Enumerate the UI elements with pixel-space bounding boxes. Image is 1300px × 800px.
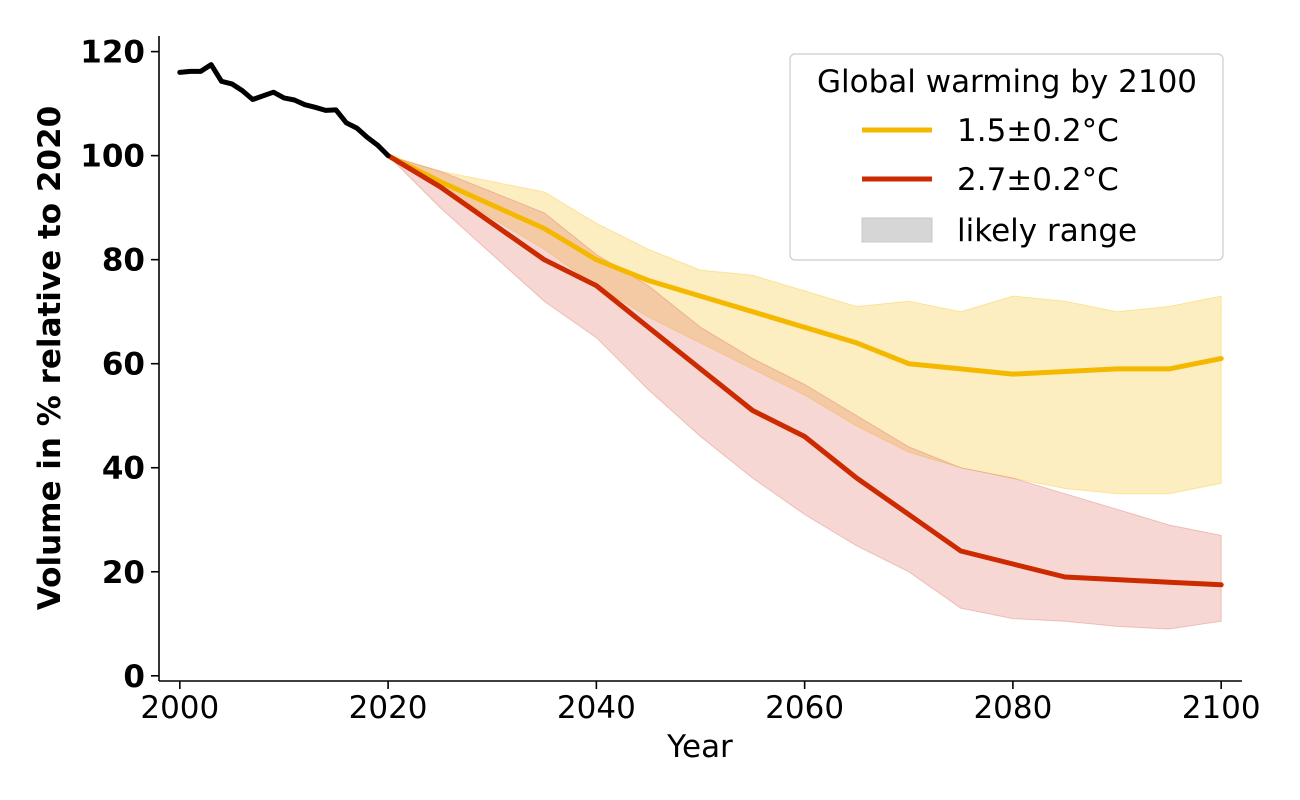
x-tick-label: 2100: [1182, 690, 1261, 726]
legend-label-1p5: 1.5±0.2°C: [957, 113, 1119, 149]
x-tick-label: 2080: [973, 690, 1052, 726]
legend-label-likely-range: likely range: [957, 213, 1137, 249]
series-lines: [177, 62, 1224, 588]
y-tick-label: 20: [102, 555, 145, 591]
y-tick-label: 0: [123, 659, 145, 695]
legend-label-2p7: 2.7±0.2°C: [957, 162, 1119, 198]
series-line-0: [385, 153, 1224, 377]
x-tick-label: 2000: [140, 690, 219, 726]
y-ticks: 0 20 40 60 80 100 120: [80, 35, 159, 695]
historical-line: [177, 62, 391, 159]
x-tick-label: 2020: [349, 690, 428, 726]
likely-range-band-0: [387, 155, 1222, 495]
x-ticks: 2000 2020 2040 2060 2080 2100: [140, 681, 1261, 726]
legend-title: Global warming by 2100: [817, 64, 1197, 100]
legend: Global warming by 2100 1.5±0.2°C 2.7±0.2…: [789, 53, 1224, 261]
likely-range-bands: [387, 155, 1222, 630]
y-tick-label: 40: [102, 451, 145, 487]
y-tick-label: 80: [102, 243, 145, 279]
y-tick-label: 60: [102, 347, 145, 383]
y-tick-label: 100: [80, 139, 145, 175]
y-tick-label: 120: [80, 35, 145, 71]
x-tick-label: 2040: [557, 690, 636, 726]
legend-frame: [789, 53, 1224, 261]
series-line-1: [385, 153, 1224, 588]
y-axis-label: Volume in % relative to 2020: [32, 106, 68, 610]
x-axis-label: Year: [666, 729, 733, 765]
x-tick-label: 2060: [765, 690, 844, 726]
legend-swatch-likely-range: [861, 217, 933, 243]
likely-range-band-1: [387, 155, 1222, 630]
